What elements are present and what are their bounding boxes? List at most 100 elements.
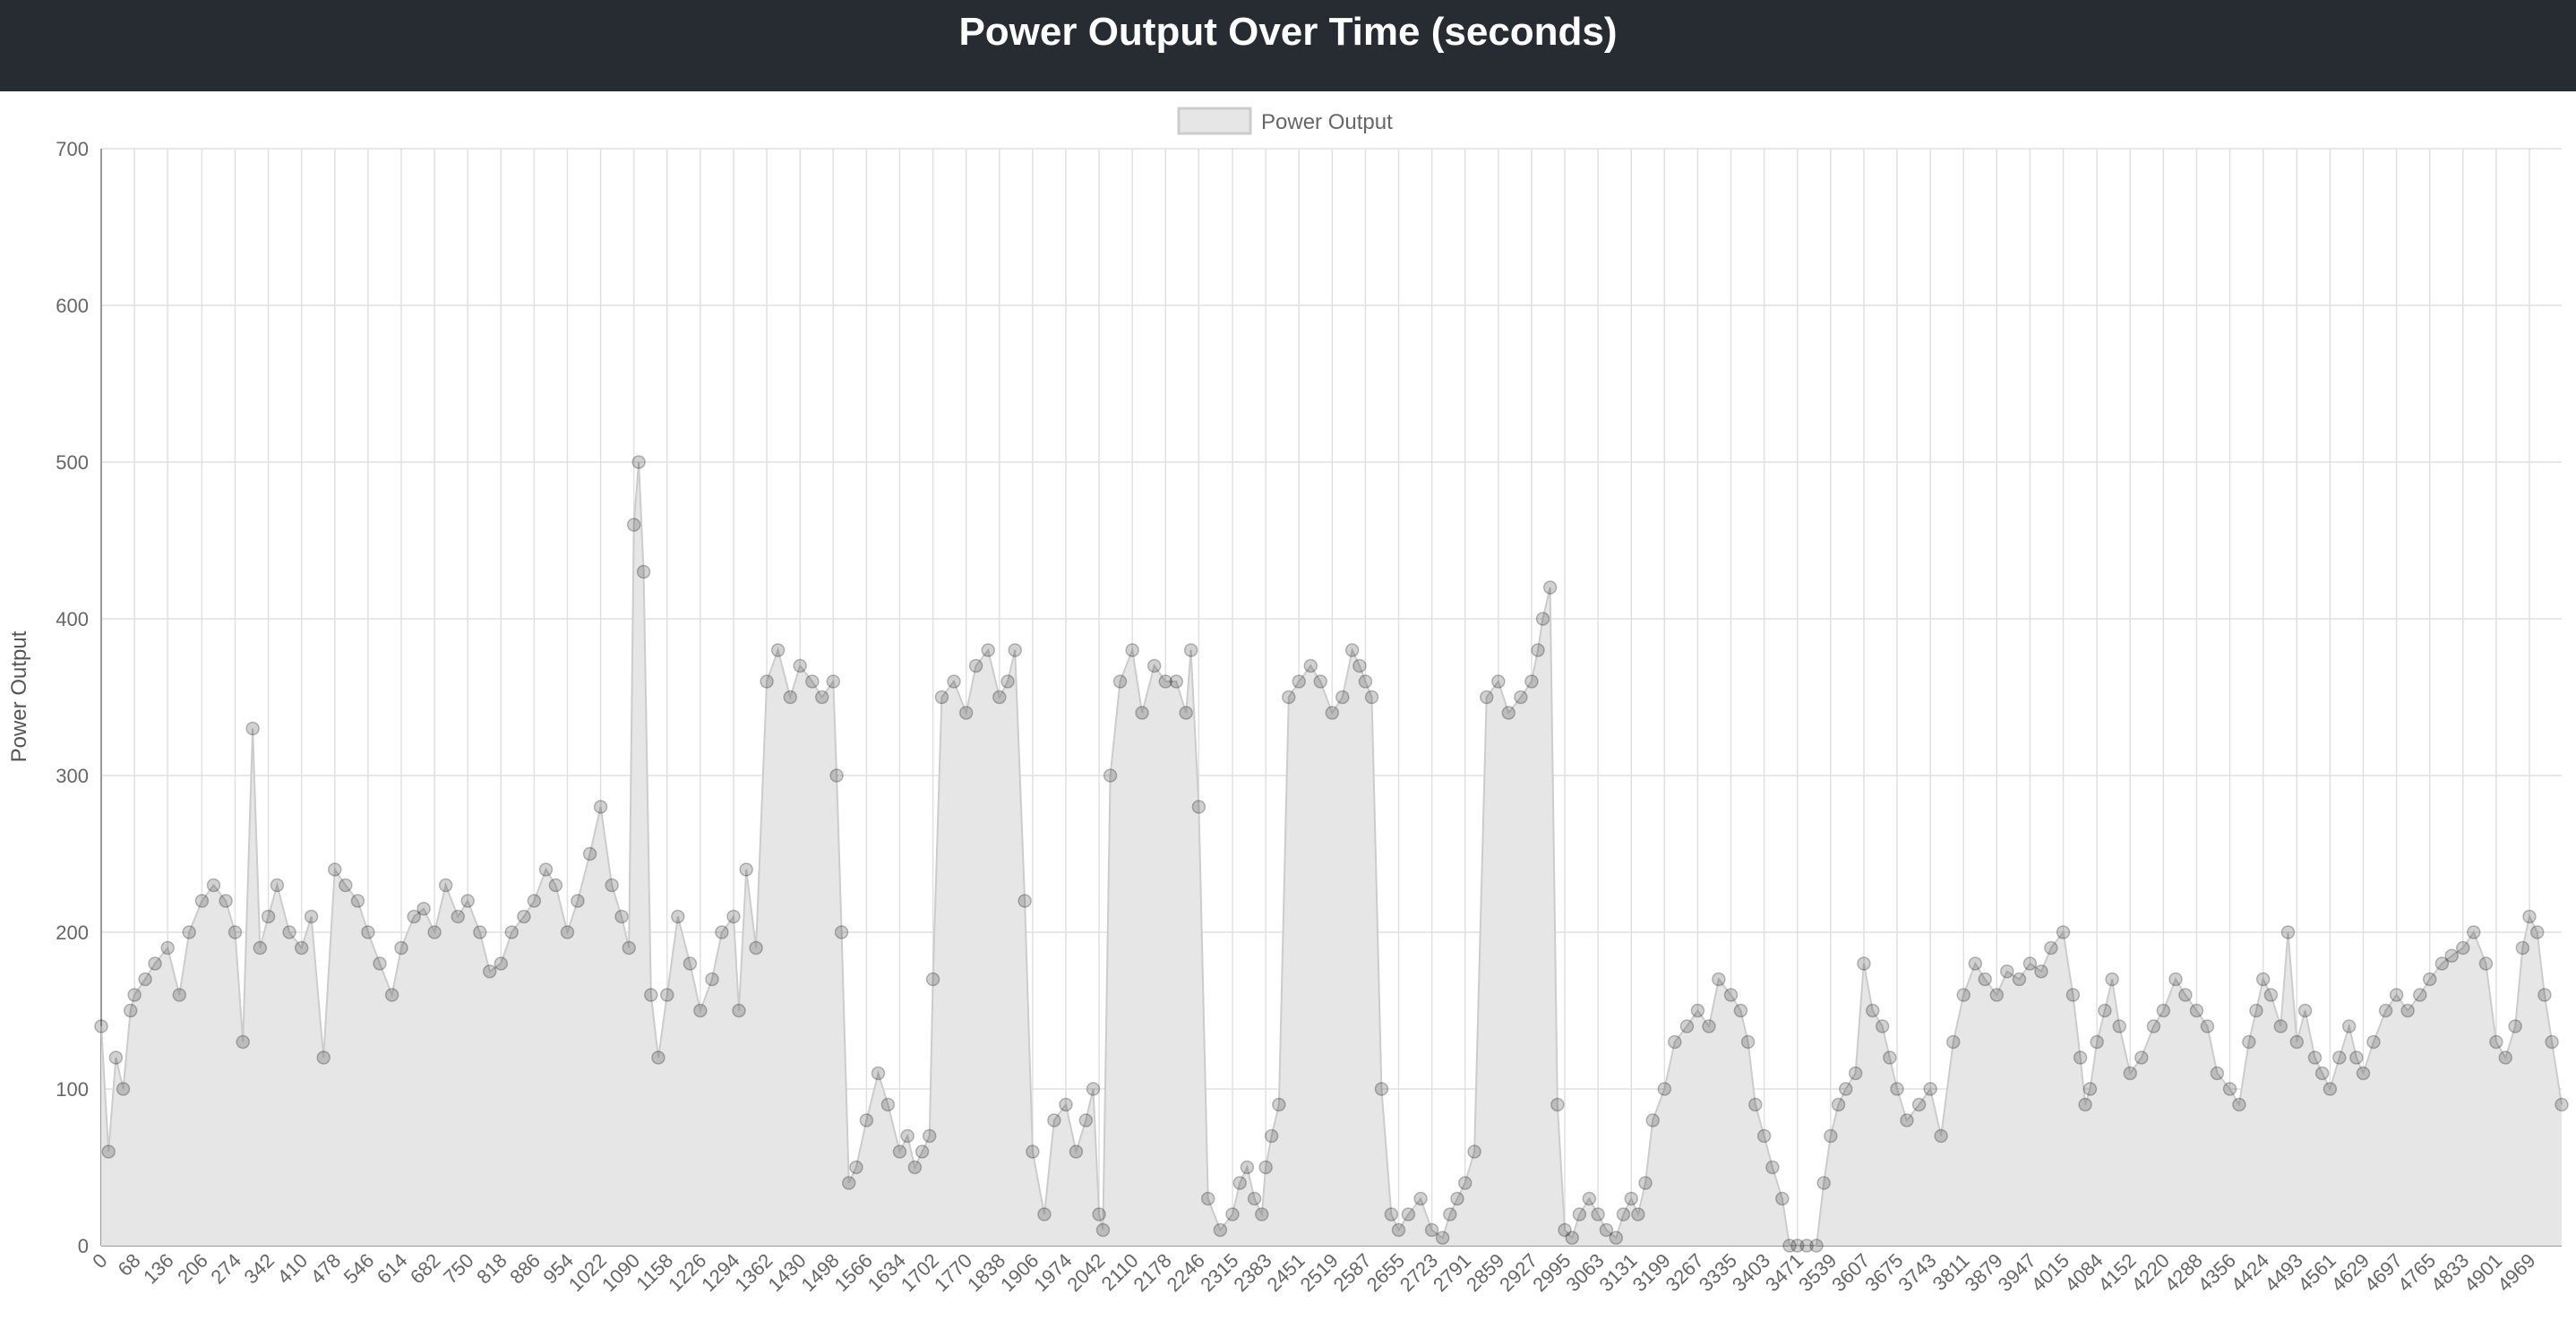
data-point (2273, 1019, 2288, 1033)
data-point (631, 455, 646, 469)
data-point (907, 1160, 923, 1175)
x-tick-label: 614 (373, 1249, 412, 1289)
x-tick-label: 750 (439, 1249, 478, 1289)
data-point (826, 674, 841, 689)
data-point (770, 643, 786, 657)
data-point (914, 1144, 930, 1159)
data-point (859, 1113, 874, 1127)
header-bar: Power Output Over Time (seconds) (0, 0, 2576, 91)
data-point (880, 1097, 896, 1112)
data-point (460, 894, 475, 908)
legend[interactable]: Power Output (1177, 107, 1393, 135)
data-point (1059, 1097, 1073, 1112)
data-point (2280, 925, 2296, 939)
data-point (614, 909, 629, 924)
data-point (1435, 1230, 1450, 1245)
y-tick-label: 500 (56, 451, 89, 474)
data-point (2178, 988, 2193, 1002)
data-point (1723, 988, 1739, 1002)
data-point (2356, 1066, 2371, 1081)
data-point (1514, 690, 1528, 705)
data-point (726, 909, 741, 924)
data-point (1946, 1034, 1961, 1050)
data-point (1740, 1034, 1756, 1050)
data-point (925, 972, 940, 987)
data-point (1037, 1207, 1052, 1221)
data-point (172, 988, 187, 1002)
data-point (571, 894, 585, 908)
x-tick-label: 2246 (1163, 1249, 1209, 1296)
x-tick-label: 682 (406, 1249, 445, 1289)
data-point (1491, 674, 1506, 689)
data-point (1401, 1207, 1416, 1221)
data-point (829, 768, 844, 783)
data-point (2022, 956, 2038, 971)
data-point (1112, 674, 1128, 689)
data-point (1200, 1191, 1215, 1206)
data-point (2522, 909, 2537, 924)
data-point (138, 972, 152, 987)
data-point (2012, 972, 2027, 987)
data-point (2413, 988, 2427, 1002)
data-point (123, 1003, 138, 1018)
x-axis: 0 681362062743424104785466146827508188869… (88, 1249, 2539, 1296)
data-point (2078, 1097, 2092, 1112)
data-point (2323, 1082, 2338, 1096)
data-point (1572, 1207, 1587, 1221)
data-point (1358, 674, 1373, 689)
data-point (739, 862, 753, 877)
data-point (1384, 1207, 1399, 1221)
data-point (593, 800, 608, 814)
x-tick-label: 4015 (2027, 1249, 2074, 1296)
data-point (2044, 940, 2058, 956)
data-point (1467, 1144, 1481, 1159)
data-point (2444, 948, 2459, 963)
data-point (1247, 1191, 1262, 1206)
data-point (1092, 1207, 1106, 1221)
data-point (2508, 1019, 2522, 1033)
data-point (473, 925, 487, 939)
data-point (2105, 972, 2119, 987)
data-point (416, 902, 431, 916)
series-line-power-output (100, 461, 2563, 1247)
data-point (2134, 1050, 2149, 1065)
legend-label-power-output: Power Output (1261, 110, 1393, 134)
data-point (1978, 972, 1992, 987)
data-point (1824, 1128, 1838, 1144)
y-axis-title: Power Output (7, 630, 31, 762)
data-point (2389, 988, 2404, 1002)
data-point (108, 1050, 124, 1065)
data-point (1018, 894, 1032, 908)
data-point (1258, 1160, 1273, 1175)
data-point (1524, 674, 1539, 689)
data-point (1900, 1113, 1914, 1127)
data-point (2242, 1034, 2256, 1050)
data-point (261, 909, 276, 924)
data-point (1335, 690, 1350, 705)
data-point (1501, 706, 1516, 720)
data-point (1535, 612, 1550, 626)
data-point (671, 909, 685, 924)
data-point (2200, 1019, 2215, 1033)
data-point (219, 894, 233, 908)
chart-title: Power Output Over Time (seconds) (958, 10, 1618, 54)
data-point (2307, 1050, 2323, 1065)
x-tick-label: 886 (505, 1249, 545, 1289)
data-point (834, 925, 849, 939)
data-point (892, 1144, 907, 1159)
data-point (1272, 1097, 1286, 1112)
data-point (1047, 1113, 1061, 1127)
data-point (715, 925, 729, 939)
data-point (1599, 1222, 1614, 1238)
data-point (1809, 1239, 1824, 1253)
data-point (116, 1082, 131, 1096)
data-point (644, 988, 658, 1002)
data-point (1790, 1239, 1805, 1253)
data-point (1374, 1082, 1389, 1096)
data-point (582, 846, 597, 861)
data-point (427, 925, 442, 939)
data-point (2090, 1034, 2104, 1050)
data-point (1078, 1113, 1094, 1127)
data-point (814, 690, 829, 705)
data-point (494, 956, 509, 971)
